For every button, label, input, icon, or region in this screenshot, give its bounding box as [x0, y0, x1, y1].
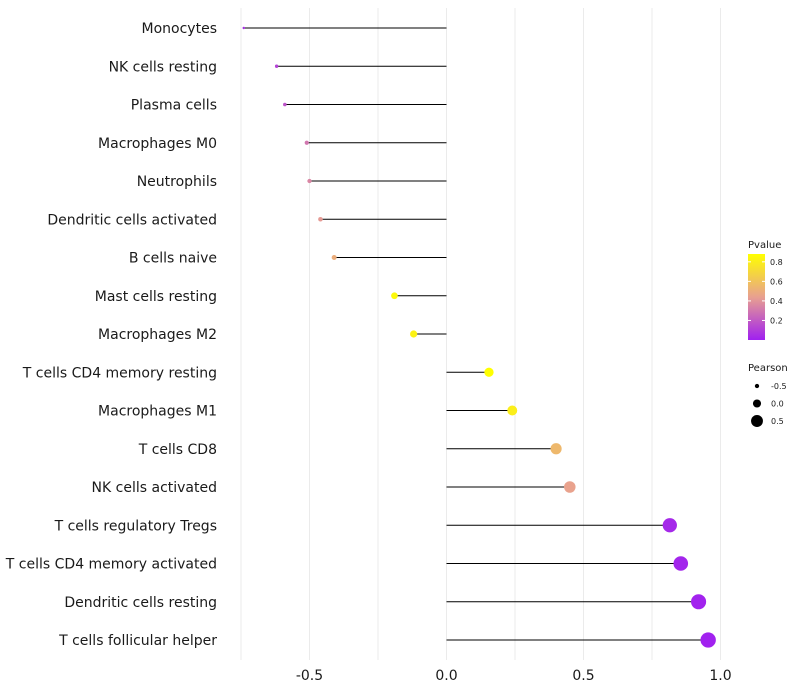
pvalue-legend: Pvalue 0.8 0.6 0.4 0.2 [748, 240, 783, 340]
stems [243, 27, 709, 641]
category-label: T cells CD8 [138, 442, 217, 458]
pvalue-tick-label: 0.4 [770, 297, 783, 306]
pvalue-tick-label: 0.2 [770, 316, 783, 325]
lollipop-point [410, 330, 418, 338]
category-label: Dendritic cells resting [64, 595, 217, 611]
pearson-legend-dot [751, 415, 763, 427]
x-tick-label: -0.5 [296, 668, 323, 684]
lollipop-point [318, 216, 323, 222]
pvalue-tick-label: 0.6 [770, 277, 783, 286]
lollipop-point [331, 255, 337, 260]
lollipop-point [662, 518, 677, 533]
lollipop-point [307, 178, 312, 184]
x-tick-label: 0.0 [435, 668, 457, 684]
lollipop-point [304, 140, 309, 145]
points [242, 26, 716, 648]
pearson-legend-label: 0.5 [771, 417, 784, 426]
category-label: Monocytes [142, 21, 217, 37]
category-label: T cells follicular helper [58, 633, 217, 649]
category-label: Plasma cells [131, 98, 217, 114]
x-axis-ticks: -0.5 0.0 0.5 1.0 [296, 668, 732, 684]
lollipop-point [484, 367, 494, 377]
pvalue-legend-title: Pvalue [748, 240, 781, 251]
grid [240, 8, 721, 660]
lollipop-point [283, 102, 287, 107]
lollipop-point [673, 556, 689, 571]
pearson-legend-items: -0.5 0.0 0.5 [751, 382, 787, 427]
pearson-legend-label: 0.0 [771, 400, 784, 409]
pearson-legend-dot [752, 399, 762, 408]
category-label: Dendritic cells activated [47, 212, 217, 228]
lollipop-point [700, 632, 716, 648]
lollipop-point [274, 64, 279, 68]
category-label: NK cells resting [109, 59, 217, 75]
category-label: T cells CD4 memory resting [22, 365, 217, 381]
pearson-legend-label: -0.5 [771, 382, 787, 391]
category-label: Mast cells resting [95, 289, 217, 305]
category-label: B cells naive [129, 251, 217, 267]
x-tick-label: 0.5 [572, 668, 594, 684]
pvalue-legend-ticks: 0.8 0.6 0.4 0.2 [748, 258, 783, 325]
category-label: Macrophages M1 [98, 404, 217, 420]
pearson-legend-title: Pearson [748, 363, 788, 374]
lollipop-point [391, 292, 398, 300]
pearson-legend-dot [754, 383, 760, 389]
category-label: T cells regulatory Tregs [54, 518, 217, 534]
lollipop-point [691, 594, 707, 610]
x-tick-label: 1.0 [709, 668, 731, 684]
lollipop-point [550, 443, 562, 455]
pvalue-tick-label: 0.8 [770, 258, 783, 267]
lollipop-point [564, 481, 576, 493]
category-label: NK cells activated [92, 480, 217, 496]
category-label: Macrophages M0 [98, 136, 217, 152]
category-label: T cells CD4 memory activated [5, 557, 217, 573]
pvalue-colorbar [748, 254, 765, 340]
lollipop-point [242, 26, 245, 30]
category-labels: Monocytes NK cells resting Plasma cells Mac… [5, 21, 217, 649]
category-label: Macrophages M2 [98, 327, 217, 343]
category-label: Neutrophils [137, 174, 217, 190]
pearson-legend: Pearson -0.5 0.0 0.5 [748, 363, 788, 427]
lollipop-point [507, 405, 518, 416]
